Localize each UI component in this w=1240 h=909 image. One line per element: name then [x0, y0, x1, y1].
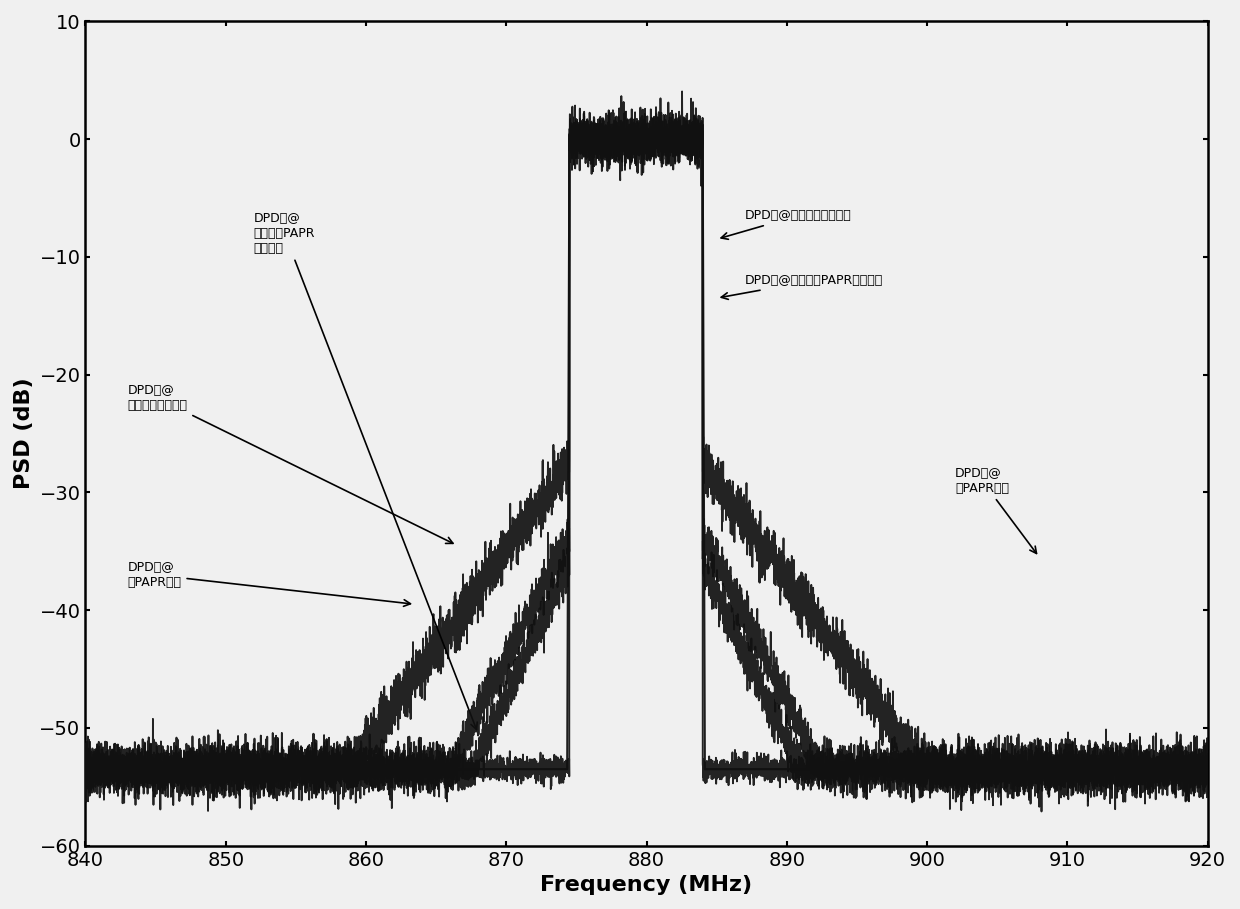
Text: DPD前@本发明的PAPR控制技术: DPD前@本发明的PAPR控制技术 — [722, 274, 883, 299]
Text: DPD前@
无PAPR抑制: DPD前@ 无PAPR抑制 — [955, 466, 1037, 554]
Text: DPD前@
普通滤波器降低法: DPD前@ 普通滤波器降低法 — [128, 385, 453, 544]
X-axis label: Frequency (MHz): Frequency (MHz) — [541, 875, 753, 895]
Text: DPD前@普通滤波器降低法: DPD前@普通滤波器降低法 — [722, 209, 852, 239]
Y-axis label: PSD (dB): PSD (dB) — [14, 378, 33, 489]
Text: DPD后@
本发明的PAPR
抑制技术: DPD后@ 本发明的PAPR 抑制技术 — [254, 212, 477, 730]
Text: DPD前@
无PAPR抓制: DPD前@ 无PAPR抓制 — [128, 561, 410, 606]
